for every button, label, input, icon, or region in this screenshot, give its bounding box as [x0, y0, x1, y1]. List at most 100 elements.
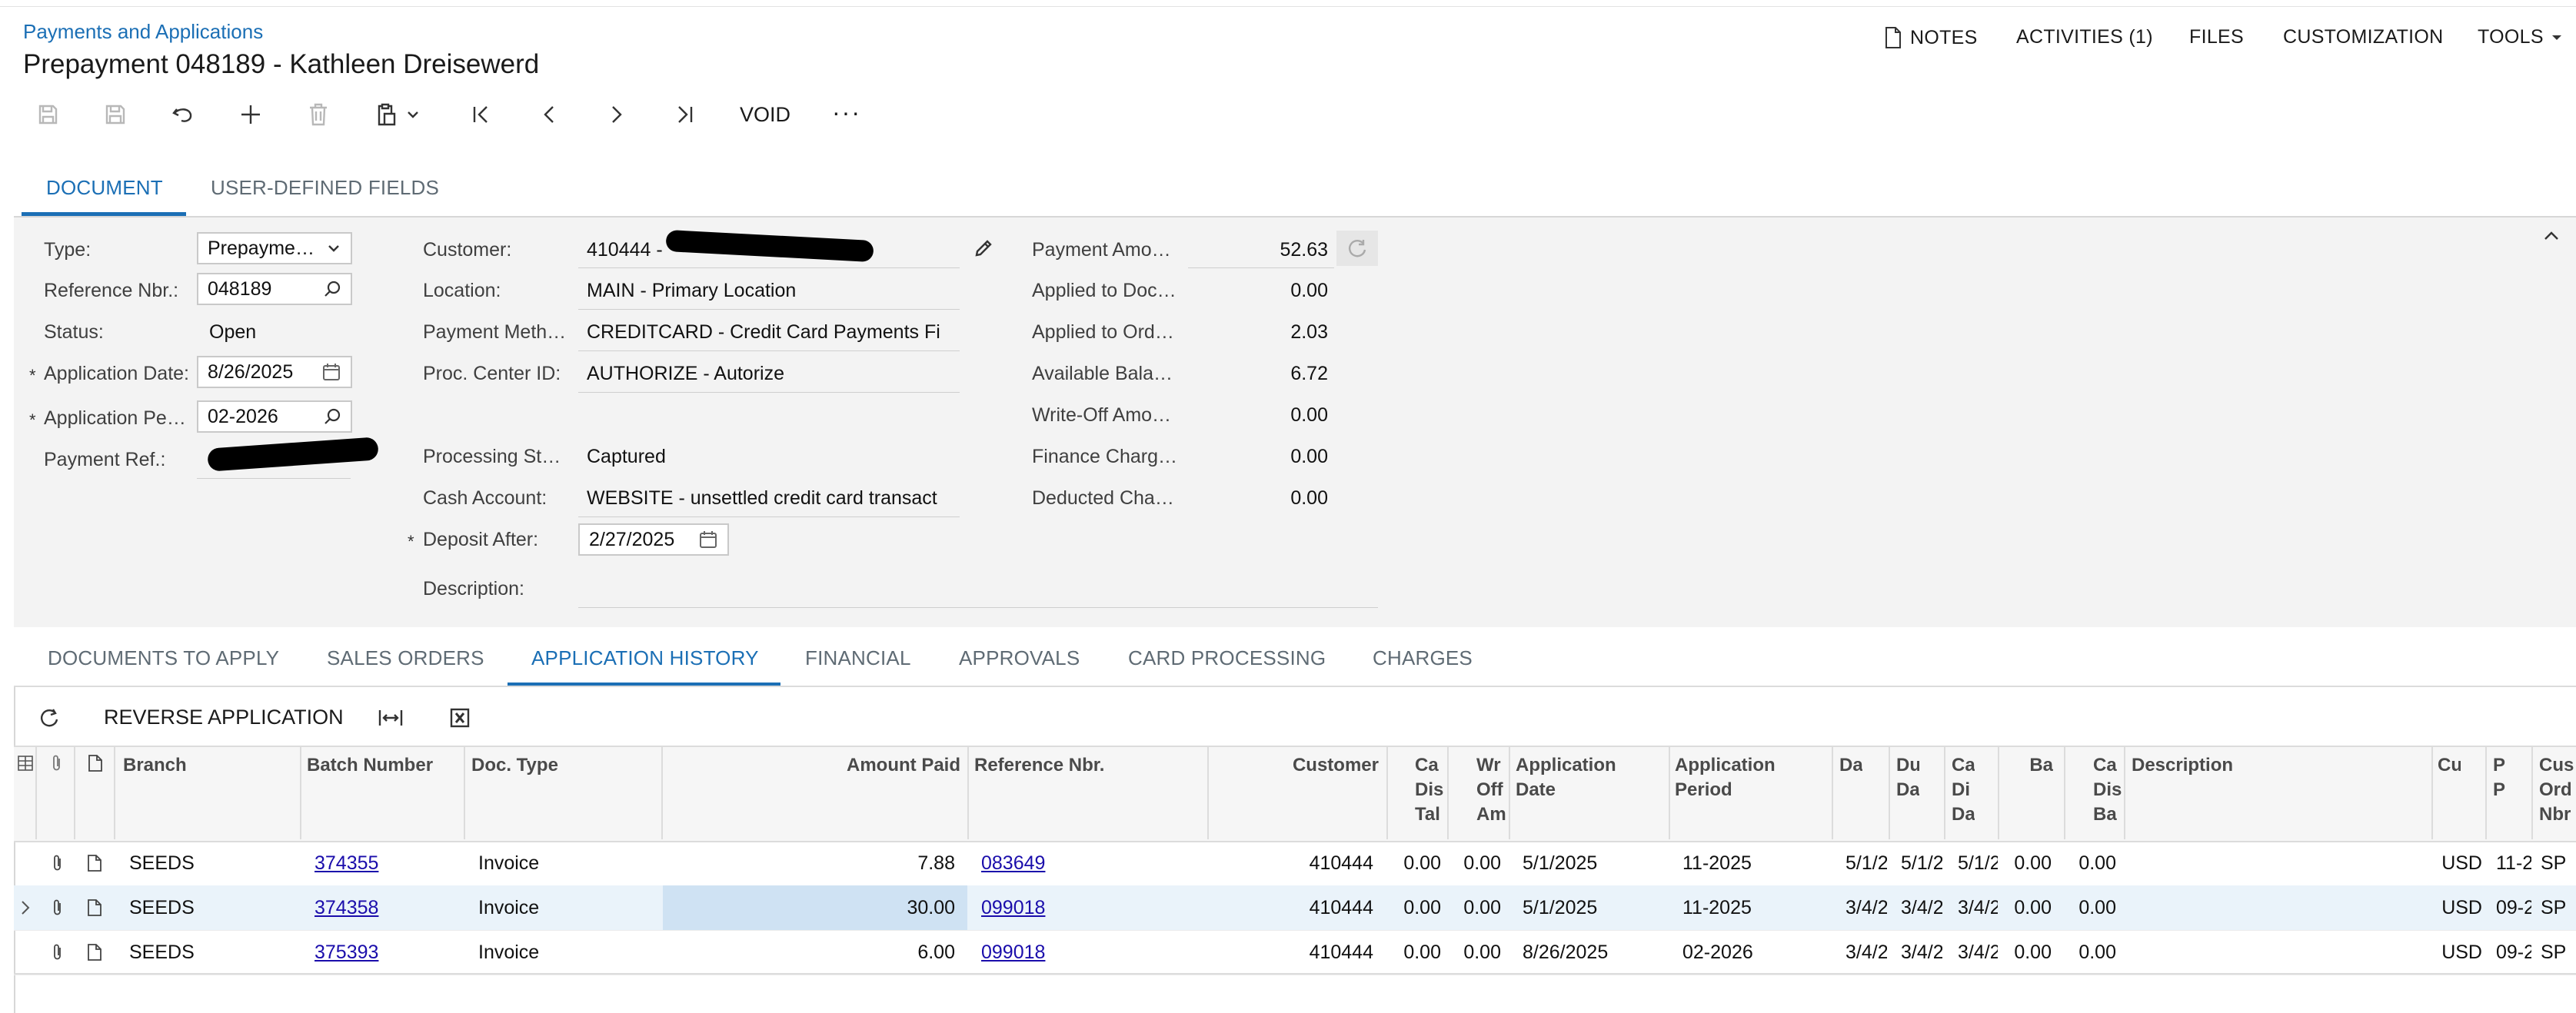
- col-cash-discount-date[interactable]: Ca Di Da: [1952, 755, 1975, 825]
- cell-batch-number[interactable]: 374355: [315, 841, 453, 885]
- tab-user-defined-fields[interactable]: USER-DEFINED FIELDS: [211, 176, 440, 199]
- first-record-icon[interactable]: [466, 97, 497, 132]
- cell-batch-number-text[interactable]: 375393: [315, 942, 379, 963]
- table-row[interactable]: [14, 885, 2576, 931]
- tab-financial[interactable]: FINANCIAL: [805, 646, 911, 669]
- void-button[interactable]: VOID: [740, 103, 791, 126]
- col-sep: [300, 746, 301, 839]
- note-icon[interactable]: [86, 853, 103, 873]
- cell-branch-text: SEEDS: [129, 897, 195, 918]
- customer-value[interactable]: 410444 -: [587, 239, 663, 261]
- col-balance[interactable]: Ba: [2029, 755, 2053, 776]
- location-value[interactable]: MAIN - Primary Location: [587, 280, 797, 301]
- tab-document[interactable]: DOCUMENT: [46, 176, 163, 199]
- tab-application-history[interactable]: APPLICATION HISTORY: [531, 646, 759, 669]
- grid-bottom-border: [14, 973, 2576, 975]
- payment-method-value[interactable]: CREDITCARD - Credit Card Payments Fi: [587, 321, 940, 343]
- col-currency[interactable]: Cu: [2438, 755, 2461, 776]
- export-excel-icon[interactable]: [444, 702, 475, 733]
- col-sep: [2064, 746, 2065, 839]
- application-date-field[interactable]: 8/26/2025: [197, 356, 352, 388]
- finance-charges-value: 0.00: [1290, 446, 1328, 467]
- cell-application-date-text: 5/1/2025: [1523, 852, 1598, 874]
- cash-account-value[interactable]: WEBSITE - unsettled credit card transact: [587, 487, 937, 509]
- edit-pencil-icon[interactable]: [970, 235, 997, 261]
- reference-nbr-field[interactable]: 048189: [197, 273, 352, 305]
- col-customer[interactable]: Customer: [1292, 755, 1379, 776]
- col-sep: [114, 746, 115, 839]
- col-amount-paid[interactable]: Amount Paid: [847, 755, 960, 776]
- col-post-period[interactable]: P P: [2493, 755, 2506, 800]
- col-write-off-amount[interactable]: Wr Off Am: [1476, 755, 1506, 825]
- cell-reference-nbr[interactable]: 083649: [981, 841, 1196, 885]
- more-actions-button[interactable]: ···: [832, 98, 861, 126]
- tab-card-processing[interactable]: CARD PROCESSING: [1128, 646, 1326, 669]
- col-application-date[interactable]: Application Date: [1516, 755, 1616, 800]
- attachment-icon[interactable]: [49, 942, 66, 962]
- cell-post-period: 09-2: [2496, 930, 2531, 975]
- type-select[interactable]: Prepayme…: [197, 232, 352, 264]
- application-period-field[interactable]: 02-2026: [197, 400, 352, 433]
- tab-documents-to-apply[interactable]: DOCUMENTS TO APPLY: [48, 646, 280, 669]
- refresh-icon[interactable]: [34, 702, 65, 733]
- cell-batch-number-text[interactable]: 374358: [315, 897, 379, 918]
- col-cash-discount-balance[interactable]: Ca Dis Ba: [2093, 755, 2122, 825]
- col-doc-date[interactable]: Da: [1839, 755, 1862, 776]
- attachment-icon[interactable]: [49, 853, 66, 873]
- save-and-close-icon[interactable]: [32, 97, 63, 132]
- proc-center-value[interactable]: AUTHORIZE - Autorize: [587, 363, 784, 384]
- payment-amount-value[interactable]: 52.63: [1280, 239, 1328, 261]
- notes-button[interactable]: NOTES: [1884, 26, 1978, 49]
- tab-sales-orders[interactable]: SALES ORDERS: [327, 646, 484, 669]
- add-icon[interactable]: [235, 97, 266, 132]
- last-record-icon[interactable]: [669, 97, 700, 132]
- cell-amount-paid: 6.00: [666, 930, 955, 975]
- col-customer-order-nbr[interactable]: Cus Ord Nbr: [2539, 755, 2574, 825]
- col-branch[interactable]: Branch: [123, 755, 187, 776]
- col-sep: [2531, 746, 2533, 839]
- cell-batch-number[interactable]: 374358: [315, 885, 453, 930]
- cell-reference-nbr[interactable]: 099018: [981, 930, 1196, 975]
- reverse-application-button[interactable]: REVERSE APPLICATION: [104, 706, 344, 729]
- col-batch-number[interactable]: Batch Number: [307, 755, 434, 776]
- cell-batch-number[interactable]: 375393: [315, 930, 453, 975]
- cell-amount-paid: 7.88: [666, 841, 955, 885]
- customization-button[interactable]: CUSTOMIZATION: [2283, 26, 2444, 48]
- collapse-panel-icon[interactable]: [2538, 224, 2565, 247]
- note-icon[interactable]: [86, 898, 103, 918]
- fit-columns-icon[interactable]: [375, 702, 406, 733]
- cell-reference-nbr[interactable]: 099018: [981, 885, 1196, 930]
- undo-icon[interactable]: [168, 97, 198, 132]
- table-row[interactable]: [14, 930, 2576, 975]
- cell-batch-number-text[interactable]: 374355: [315, 852, 379, 874]
- cell-reference-nbr-text[interactable]: 099018: [981, 942, 1046, 963]
- tab-approvals[interactable]: APPROVALS: [959, 646, 1080, 669]
- copy-paste-menu[interactable]: [371, 97, 424, 132]
- tab-charges[interactable]: CHARGES: [1373, 646, 1473, 669]
- col-reference-nbr[interactable]: Reference Nbr.: [974, 755, 1105, 776]
- attachment-icon[interactable]: [49, 898, 66, 918]
- previous-record-icon[interactable]: [534, 97, 564, 132]
- selected-cell-highlight: [663, 885, 967, 930]
- cell-reference-nbr-text[interactable]: 083649: [981, 852, 1046, 874]
- refresh-amount-button[interactable]: [1336, 231, 1378, 266]
- col-cash-discount-taken[interactable]: Ca Dis Tal: [1415, 755, 1444, 825]
- col-application-period[interactable]: Application Period: [1675, 755, 1776, 800]
- delete-icon[interactable]: [303, 97, 334, 132]
- tools-button[interactable]: TOOLS: [2478, 26, 2562, 48]
- search-icon: [324, 281, 341, 297]
- breadcrumb[interactable]: Payments and Applications: [23, 20, 264, 43]
- cell-reference-nbr-text[interactable]: 099018: [981, 897, 1046, 918]
- next-record-icon[interactable]: [601, 97, 632, 132]
- payment-method-label: Payment Meth…: [423, 321, 567, 343]
- col-description[interactable]: Description: [2132, 755, 2234, 776]
- cell-cash-discount-date-text: 3/4/2: [1958, 942, 1998, 963]
- col-due-date[interactable]: Du Da: [1896, 755, 1919, 800]
- files-button[interactable]: FILES: [2189, 26, 2244, 48]
- activities-button[interactable]: ACTIVITIES (1): [2016, 26, 2153, 48]
- save-icon[interactable]: [100, 97, 131, 132]
- col-doc-type[interactable]: Doc. Type: [471, 755, 558, 776]
- column-settings-icon[interactable]: [15, 753, 35, 773]
- deposit-after-field[interactable]: 2/27/2025: [578, 523, 729, 556]
- note-icon[interactable]: [86, 942, 103, 962]
